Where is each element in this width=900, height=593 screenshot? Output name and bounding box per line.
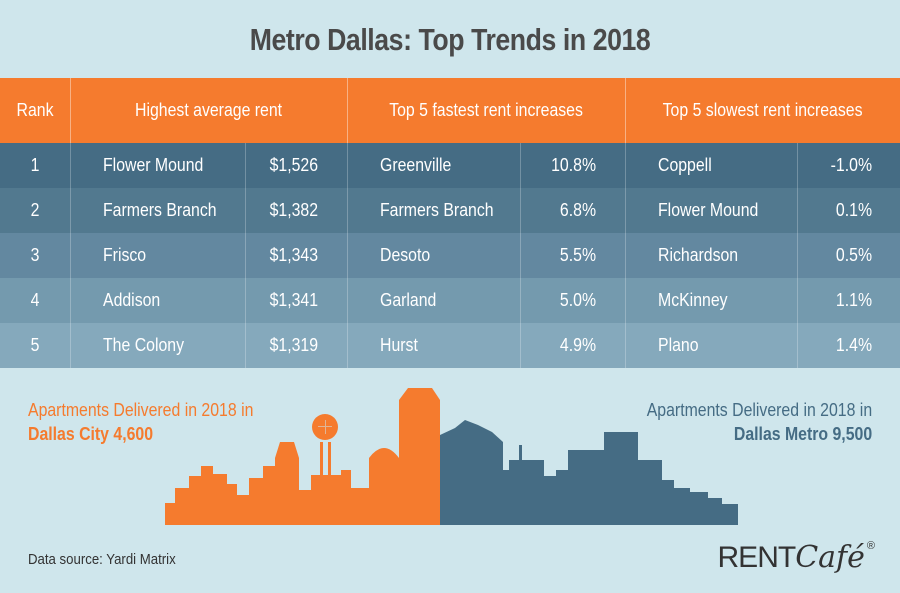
fastest-increase-city: Farmers Branch	[347, 188, 521, 233]
dallas-city-value: Dallas City 4,600	[28, 424, 154, 444]
trends-table: Rank Highest average rent Top 5 fastest …	[0, 78, 900, 368]
slowest-increase-value: 0.5%	[797, 233, 900, 278]
table-row: 4 Addison $1,341 Garland 5.0% McKinney 1…	[0, 278, 900, 323]
fastest-increase-value: 6.8%	[520, 188, 626, 233]
highest-rent-city: The Colony	[70, 323, 246, 368]
rentcafe-logo: RENTCafé ®	[717, 540, 876, 575]
header-highest-rent: Highest average rent	[70, 78, 348, 143]
logo-cafe-text: Café	[795, 540, 865, 575]
fastest-increase-value: 4.9%	[520, 323, 626, 368]
dallas-metro-label: Apartments Delivered in 2018 in	[646, 400, 872, 420]
dallas-city-delivered: Apartments Delivered in 2018 in Dallas C…	[28, 398, 284, 446]
city-skyline-illustration	[165, 388, 738, 525]
fastest-increase-city: Garland	[347, 278, 521, 323]
fastest-increase-city: Greenville	[347, 143, 521, 188]
slowest-increase-value: -1.0%	[797, 143, 900, 188]
header-slowest-increases: Top 5 slowest rent increases	[625, 78, 900, 143]
highest-rent-city: Flower Mound	[70, 143, 246, 188]
table-row: 1 Flower Mound $1,526 Greenville 10.8% C…	[0, 143, 900, 188]
rank-cell: 2	[0, 188, 71, 233]
highest-rent-city: Frisco	[70, 233, 246, 278]
slowest-increase-city: Coppell	[625, 143, 798, 188]
rank-cell: 5	[0, 323, 71, 368]
data-source: Data source: Yardi Matrix	[28, 551, 176, 568]
table-header-row: Rank Highest average rent Top 5 fastest …	[0, 78, 900, 143]
logo-rent-text: RENT	[717, 541, 797, 574]
slowest-increase-value: 0.1%	[797, 188, 900, 233]
table-row: 2 Farmers Branch $1,382 Farmers Branch 6…	[0, 188, 900, 233]
highest-rent-value: $1,343	[245, 233, 348, 278]
fastest-increase-value: 5.5%	[520, 233, 626, 278]
fastest-increase-value: 5.0%	[520, 278, 626, 323]
rank-cell: 4	[0, 278, 71, 323]
dallas-metro-value: Dallas Metro 9,500	[733, 424, 872, 444]
fastest-increase-city: Desoto	[347, 233, 521, 278]
slowest-increase-city: McKinney	[625, 278, 798, 323]
rank-cell: 3	[0, 233, 71, 278]
header-rank: Rank	[0, 78, 71, 143]
slowest-increase-value: 1.4%	[797, 323, 900, 368]
table-row: 5 The Colony $1,319 Hurst 4.9% Plano 1.4…	[0, 323, 900, 368]
rank-cell: 1	[0, 143, 71, 188]
fastest-increase-city: Hurst	[347, 323, 521, 368]
slowest-increase-city: Flower Mound	[625, 188, 798, 233]
highest-rent-city: Addison	[70, 278, 246, 323]
page-title: Metro Dallas: Top Trends in 2018	[249, 22, 651, 57]
registered-mark: ®	[866, 540, 875, 552]
highest-rent-value: $1,319	[245, 323, 348, 368]
highest-rent-city: Farmers Branch	[70, 188, 246, 233]
slowest-increase-city: Plano	[625, 323, 798, 368]
highest-rent-value: $1,341	[245, 278, 348, 323]
dallas-city-skyline	[165, 388, 440, 525]
highest-rent-value: $1,382	[245, 188, 348, 233]
skyline-windows	[318, 420, 332, 434]
highest-rent-value: $1,526	[245, 143, 348, 188]
fastest-increase-value: 10.8%	[520, 143, 626, 188]
dallas-metro-delivered: Apartments Delivered in 2018 in Dallas M…	[616, 398, 872, 446]
header-fastest-increases: Top 5 fastest rent increases	[347, 78, 626, 143]
slowest-increase-value: 1.1%	[797, 278, 900, 323]
dallas-city-label: Apartments Delivered in 2018 in	[28, 400, 254, 420]
slowest-increase-city: Richardson	[625, 233, 798, 278]
dallas-metro-skyline	[440, 420, 738, 525]
table-row: 3 Frisco $1,343 Desoto 5.5% Richardson 0…	[0, 233, 900, 278]
